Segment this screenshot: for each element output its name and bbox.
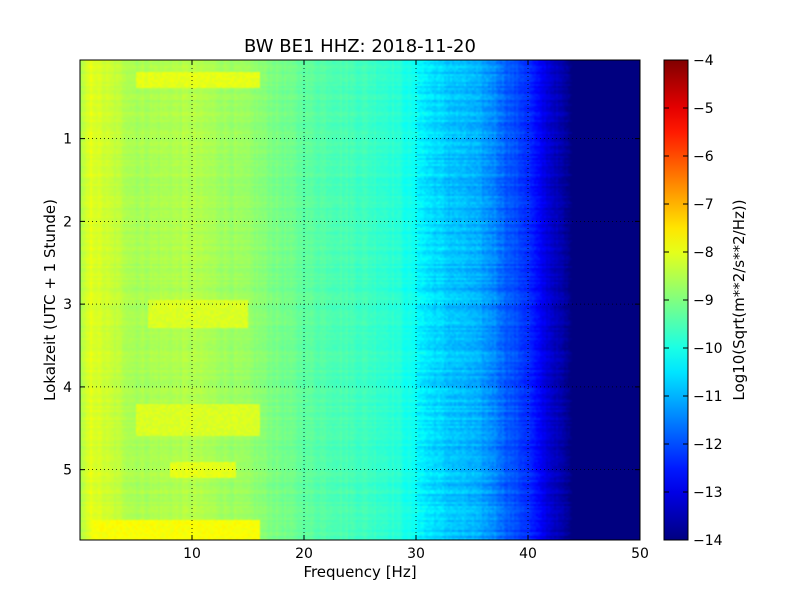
colorbar-tick-label: −13 [693, 485, 723, 501]
y-axis-label: Lokalzeit (UTC + 1 Stunde) [41, 199, 59, 401]
colorbar-tick-label: −12 [693, 437, 723, 453]
x-axis-label: Frequency [Hz] [303, 563, 416, 581]
x-tick-label: 10 [183, 546, 201, 562]
colorbar-tick-label: −4 [693, 53, 714, 69]
x-tick-label: 50 [631, 546, 649, 562]
colorbar-tick-label: −7 [693, 197, 714, 213]
colorbar-tick-label: −8 [693, 245, 714, 261]
x-tick-label: 40 [519, 546, 537, 562]
colorbar-tick-label: −5 [693, 101, 714, 117]
y-tick-label: 2 [63, 214, 72, 230]
colorbar-label: Log10(Sqrt(m**2/s**2/Hz)) [730, 199, 748, 400]
colorbar-tick-label: −10 [693, 341, 723, 357]
chart-title: BW BE1 HHZ: 2018-11-20 [244, 36, 476, 57]
colorbar-tick-label: −11 [693, 389, 723, 405]
spectrogram-image [80, 60, 640, 540]
y-tick-label: 1 [63, 132, 72, 148]
colorbar-tick-label: −9 [693, 293, 714, 309]
y-axis: 1 2 3 4 5 [63, 132, 640, 479]
y-tick-label: 4 [63, 380, 72, 396]
colorbar-axis: −4 −5 −6 −7 −8 −9 −10 −11 −12 −13 −14 [664, 53, 723, 549]
colorbar-tick-label: −14 [693, 533, 723, 549]
grid-lines [80, 60, 640, 540]
y-tick-label: 3 [63, 297, 72, 313]
plot-frame [79, 59, 641, 541]
x-tick-label: 20 [295, 546, 313, 562]
colorbar-tick-label: −6 [693, 149, 714, 165]
x-axis: 10 20 30 40 50 [183, 60, 649, 562]
y-tick-label: 5 [63, 463, 72, 479]
x-tick-label: 30 [407, 546, 425, 562]
heatmap [80, 60, 640, 540]
